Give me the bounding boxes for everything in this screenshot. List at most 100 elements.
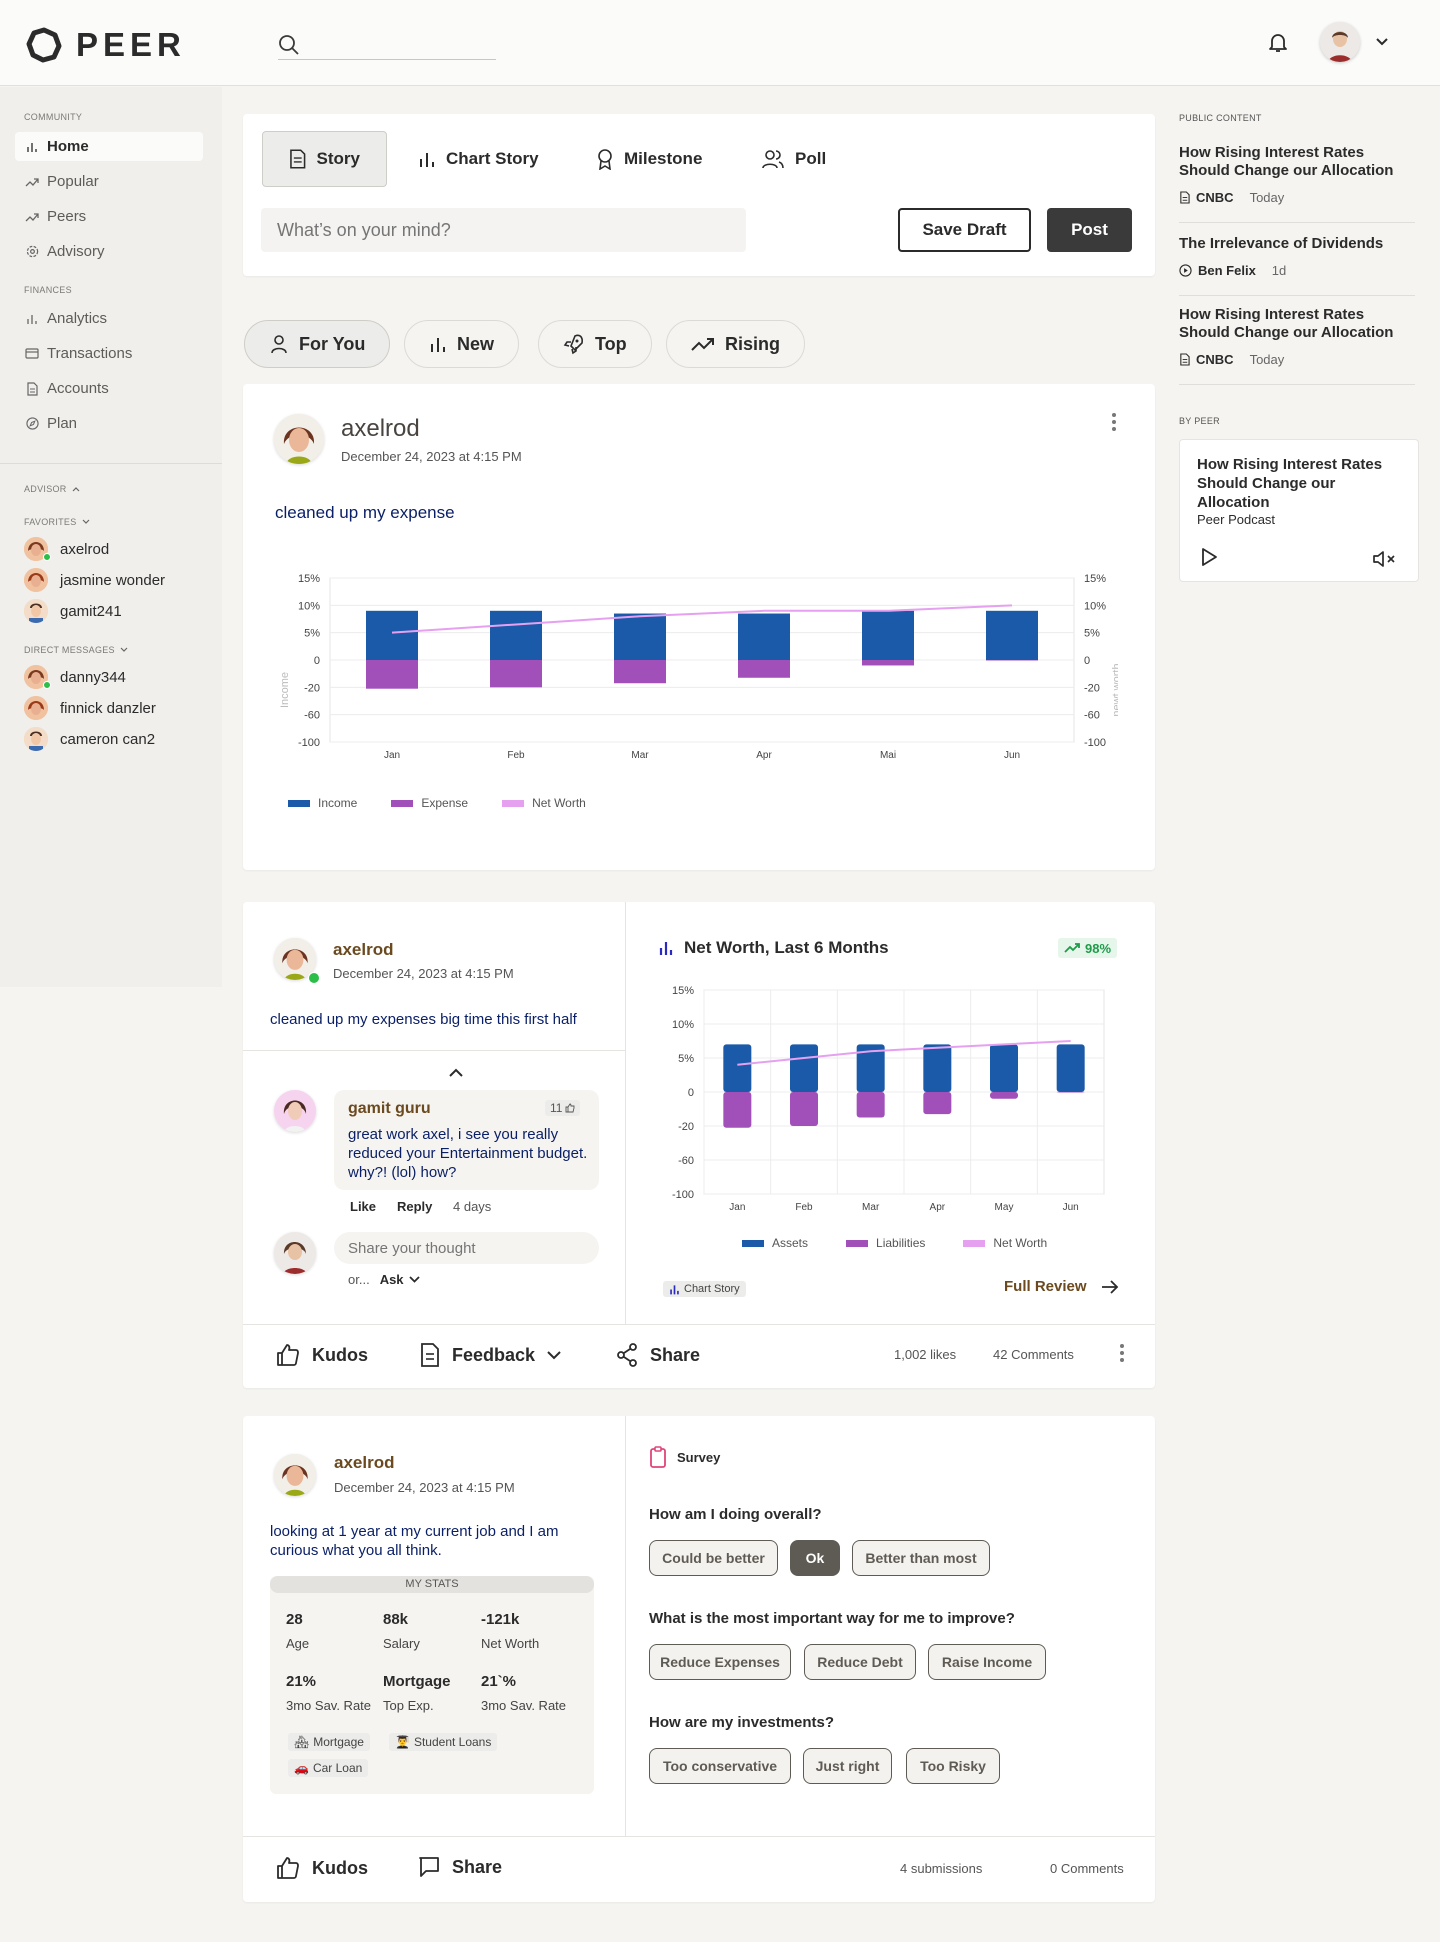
feed-tab-new[interactable]: New [404, 320, 520, 368]
favorite-axelrod[interactable]: axelrod [24, 536, 109, 562]
option-ok[interactable]: Ok [790, 1540, 840, 1576]
bar-negative [862, 660, 914, 666]
bar-positive [986, 610, 1038, 660]
comment-reply-button[interactable]: Reply [397, 1199, 433, 1214]
users-icon [762, 150, 784, 169]
dm-finnick-danzler[interactable]: finnick danzler [24, 695, 156, 721]
content-divider [1179, 384, 1415, 385]
tab-poll[interactable]: Poll [735, 131, 852, 187]
feedback-dropdown[interactable]: Feedback [420, 1343, 561, 1367]
survey-question-2: What is the most important way for me to… [649, 1610, 1015, 1627]
tab-chart-story[interactable]: Chart Story [392, 131, 565, 187]
option-too-conservative[interactable]: Too conservative [649, 1748, 791, 1784]
option-could-be-better[interactable]: Could be better [649, 1540, 778, 1576]
x-tick-label: Apr [930, 1202, 946, 1213]
logo[interactable]: PEER [26, 26, 186, 64]
option-reduce-expenses[interactable]: Reduce Expenses [649, 1644, 791, 1680]
avatar[interactable] [274, 938, 316, 980]
avatar[interactable] [274, 1454, 316, 1496]
compass-icon [25, 417, 39, 431]
right-tick-label: 0 [1084, 655, 1090, 667]
avatar[interactable] [274, 1232, 316, 1274]
sidebar-item-plan[interactable]: Plan [15, 409, 203, 438]
dm-cameron-can2[interactable]: cameron can2 [24, 726, 155, 752]
submissions-count[interactable]: 4 submissions [900, 1861, 983, 1876]
stat-sav-rate-label: 3mo Sav. Rate [286, 1698, 372, 1713]
post-author[interactable]: axelrod [334, 1453, 395, 1472]
option-just-right[interactable]: Just right [803, 1748, 892, 1784]
bar-chart-icon [420, 153, 434, 167]
option-raise-income[interactable]: Raise Income [928, 1644, 1046, 1680]
post-menu-button[interactable] [1120, 1344, 1124, 1362]
play-icon[interactable] [1200, 547, 1218, 567]
content-title-1[interactable]: How Rising Interest Rates Should Change … [1179, 144, 1394, 179]
search-input[interactable] [308, 32, 493, 58]
x-tick-label: Feb [795, 1202, 813, 1213]
option-better-than-most[interactable]: Better than most [852, 1540, 990, 1576]
comment-likes-badge[interactable]: 11 [545, 1100, 581, 1116]
post-input[interactable] [261, 208, 746, 252]
sidebar-item-analytics[interactable]: Analytics [15, 304, 203, 333]
trend-icon [25, 210, 39, 224]
avatar[interactable] [274, 414, 324, 464]
tab-milestone[interactable]: Milestone [570, 131, 728, 187]
reply-input[interactable] [334, 1232, 599, 1264]
full-review-link[interactable]: Full Review [1004, 1278, 1119, 1295]
advisor-section-toggle[interactable]: ADVISOR [24, 484, 80, 494]
feed-tab-for-you[interactable]: For You [244, 320, 391, 368]
avatar [24, 599, 48, 623]
option-too-risky[interactable]: Too Risky [906, 1748, 1000, 1784]
thumbs-up-icon [277, 1857, 299, 1879]
legend-expense: Expense [391, 796, 468, 810]
chart-legend: Assets Liabilities Net Worth [742, 1236, 1047, 1250]
sidebar-item-transactions[interactable]: Transactions [15, 339, 203, 368]
comment-author[interactable]: gamit guru [348, 1100, 431, 1117]
share-button[interactable]: Share [616, 1343, 700, 1367]
tab-story[interactable]: Story [262, 131, 387, 187]
kudos-button[interactable]: Kudos [276, 1343, 368, 1367]
user-avatar[interactable] [1320, 22, 1360, 62]
favorites-section-toggle[interactable]: FAVORITES [24, 517, 90, 527]
mute-icon[interactable] [1372, 550, 1398, 568]
content-title-3[interactable]: How Rising Interest Rates Should Change … [1179, 306, 1394, 341]
favorite-gamit241[interactable]: gamit241 [24, 598, 122, 624]
sidebar-item-accounts[interactable]: Accounts [15, 374, 203, 403]
comments-count[interactable]: 42 Comments [993, 1347, 1074, 1362]
sidebar-item-peers[interactable]: Peers [15, 202, 203, 231]
growth-value: 98% [1085, 940, 1112, 956]
sidebar-item-home[interactable]: Home [15, 132, 203, 161]
avatar[interactable] [274, 1090, 316, 1132]
chart-story-tag[interactable]: Chart Story [663, 1281, 746, 1297]
feed-tab-top[interactable]: Top [538, 320, 652, 368]
sidebar-item-advisory[interactable]: Advisory [15, 237, 203, 266]
sidebar-item-label: Analytics [47, 310, 108, 327]
survey-label: Survey [677, 1449, 721, 1465]
post-button[interactable]: Post [1047, 208, 1132, 252]
collapse-comments-icon[interactable] [449, 1068, 463, 1078]
comments-count[interactable]: 0 Comments [1050, 1861, 1124, 1876]
share-button[interactable]: Share [418, 1856, 502, 1878]
comment-like-button[interactable]: Like [350, 1199, 377, 1214]
dm-section-toggle[interactable]: DIRECT MESSAGES [24, 645, 128, 655]
tag-mortgage: 🏘 Mortgage [288, 1733, 370, 1751]
post-menu-button[interactable] [1112, 413, 1116, 431]
account-menu-toggle[interactable] [1374, 34, 1390, 55]
sidebar-item-label: Advisory [47, 243, 105, 260]
notifications-button[interactable] [1266, 30, 1290, 59]
dm-danny344[interactable]: danny344 [24, 664, 126, 690]
sidebar-item-popular[interactable]: Popular [15, 167, 203, 196]
favorite-jasmine-wonder[interactable]: jasmine wonder [24, 567, 165, 593]
save-draft-button[interactable]: Save Draft [898, 208, 1031, 252]
legend-liabilities: Liabilities [846, 1236, 925, 1250]
likes-count[interactable]: 1,002 likes [894, 1347, 957, 1362]
kudos-button[interactable]: Kudos [276, 1856, 368, 1880]
ask-dropdown[interactable]: Ask [380, 1272, 420, 1287]
podcast-card[interactable] [1179, 439, 1419, 582]
post-author[interactable]: axelrod [341, 415, 420, 442]
feed-tab-rising[interactable]: Rising [666, 320, 806, 368]
growth-badge: 98% [1058, 938, 1118, 958]
content-title-2[interactable]: The Irrelevance of Dividends [1179, 235, 1384, 252]
post-author[interactable]: axelrod [333, 940, 394, 959]
option-reduce-debt[interactable]: Reduce Debt [804, 1644, 916, 1680]
stat-age-label: Age [286, 1636, 310, 1651]
